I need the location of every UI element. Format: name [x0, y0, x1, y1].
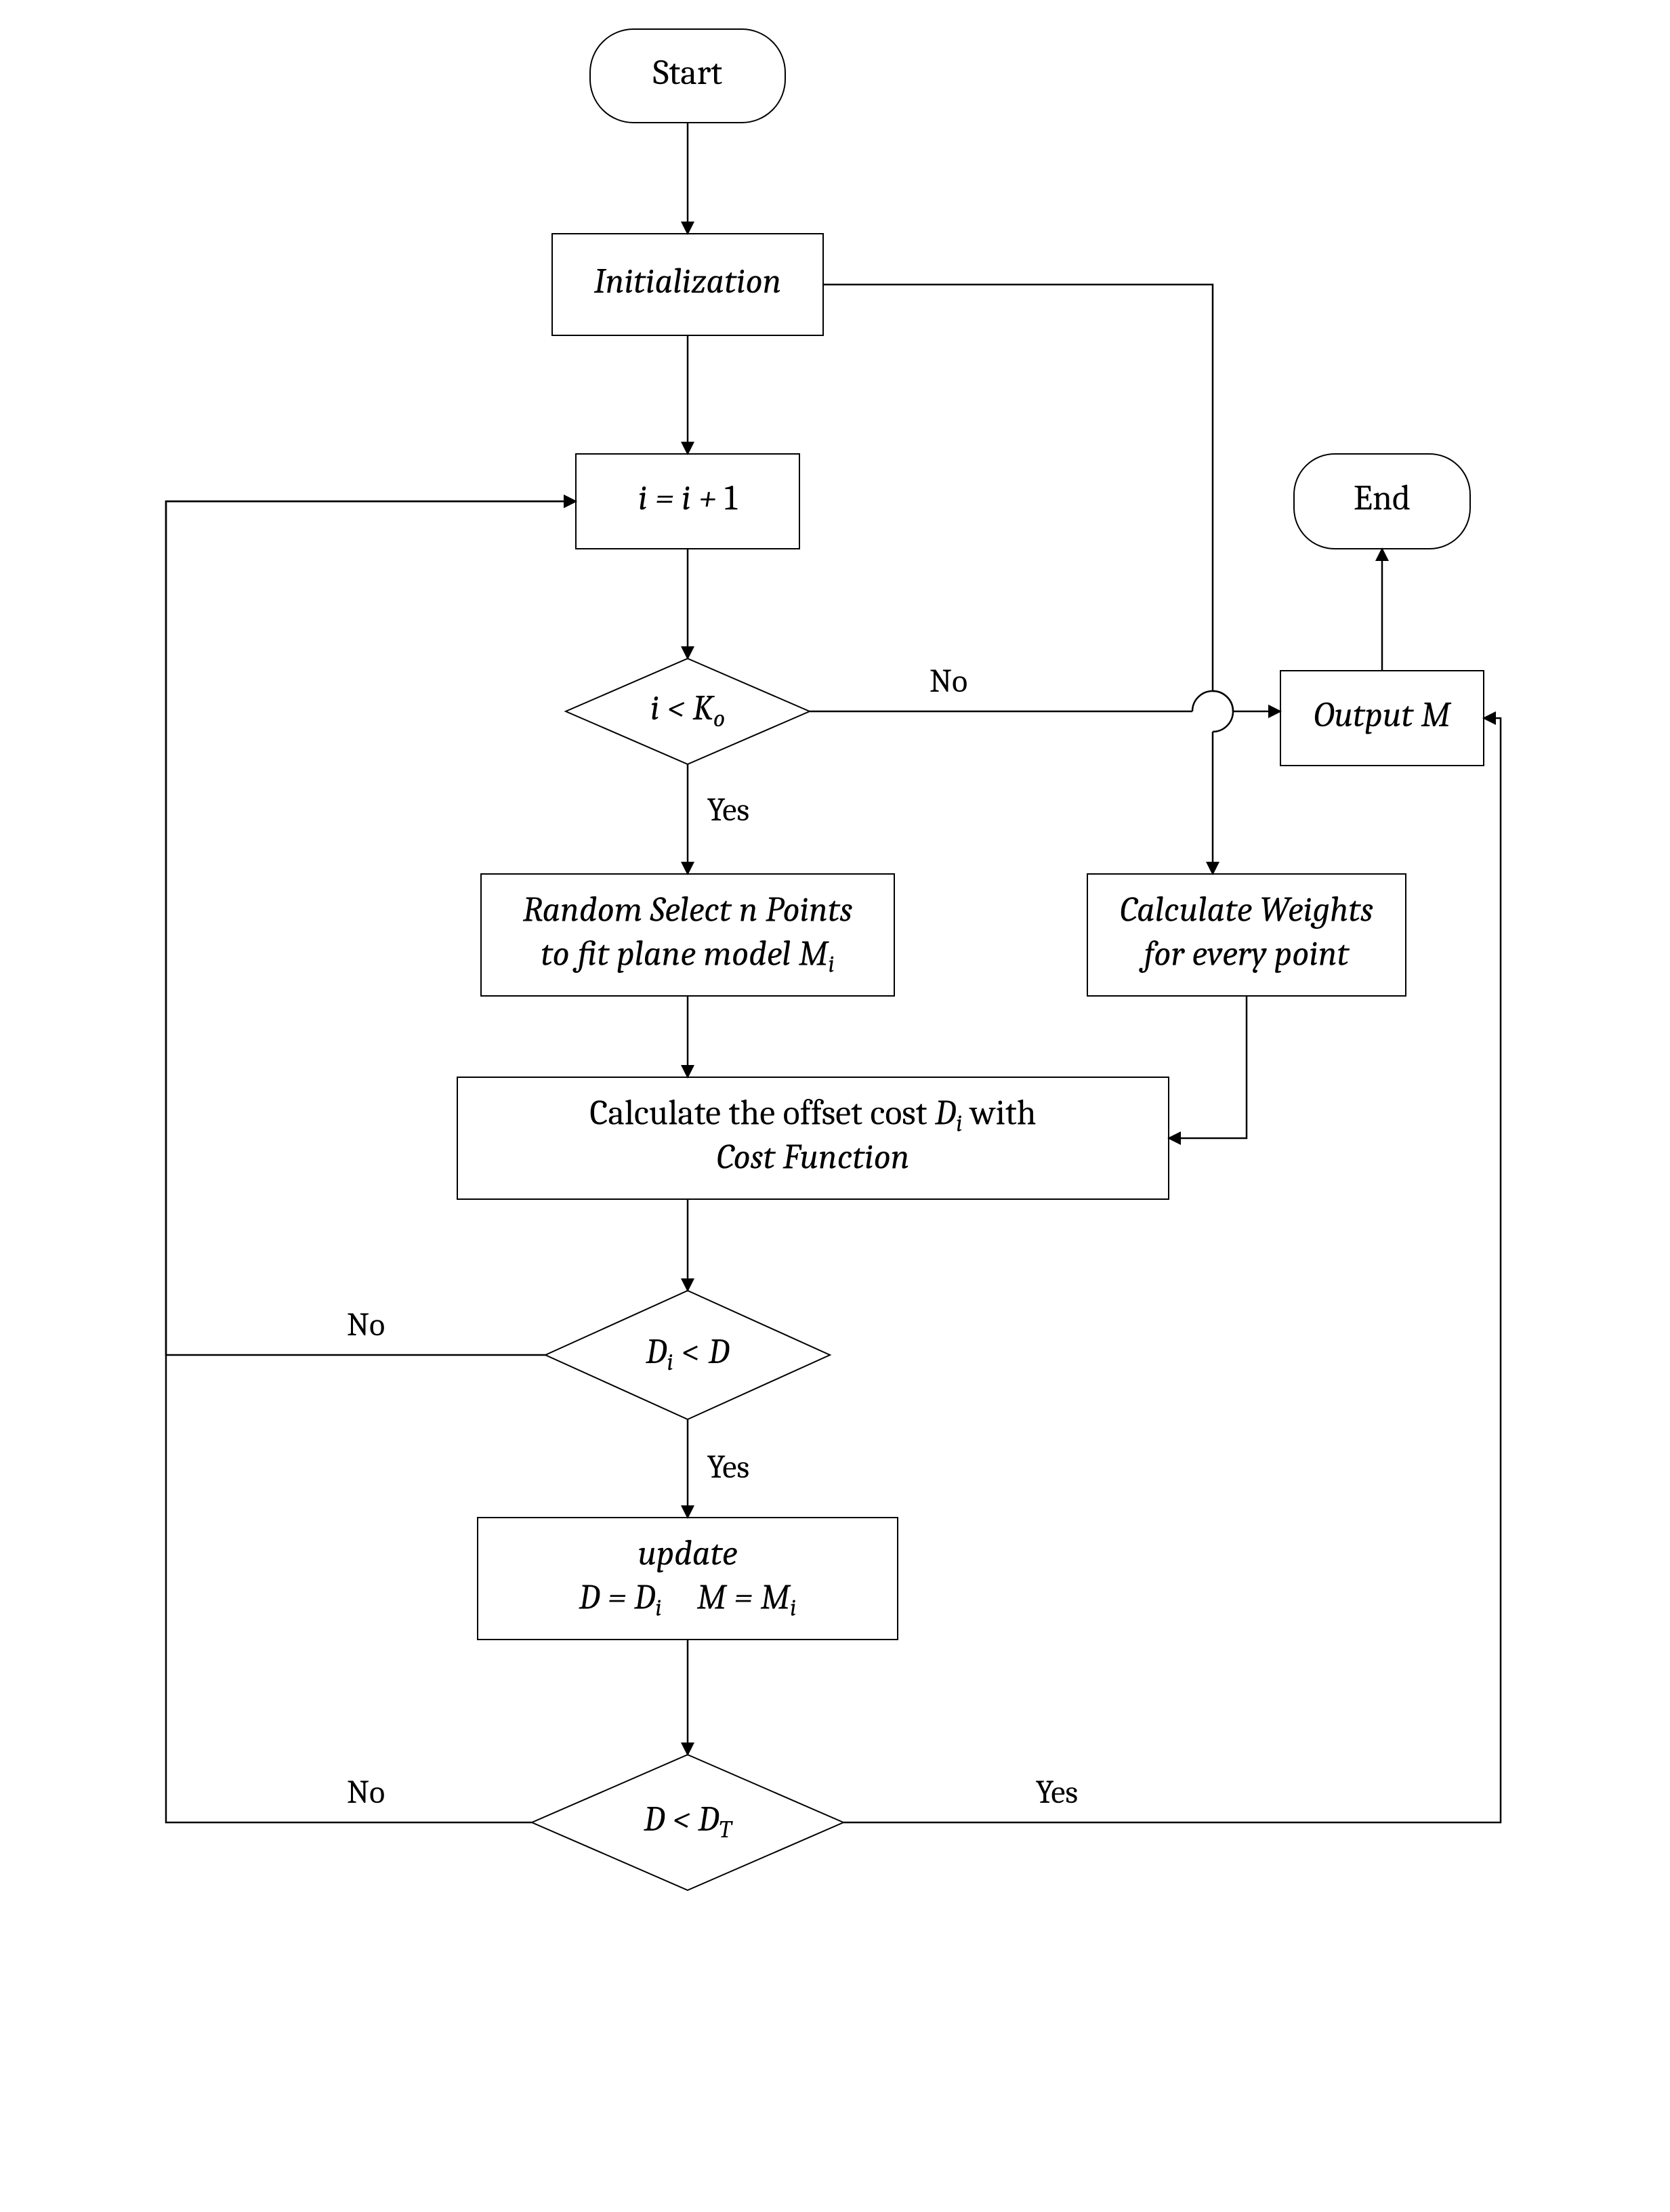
- edge-init-to-weights: [823, 285, 1233, 874]
- node-end-label: End: [1354, 478, 1411, 518]
- node-update: updateD = Di M = Mi: [478, 1518, 898, 1640]
- node-select: Random Select n Pointsto fit plane model…: [481, 874, 894, 996]
- node-init-label: Initialization: [594, 261, 782, 301]
- edge-cond_i-to-select: Yes: [688, 764, 749, 874]
- node-weights: Calculate Weightsfor every point: [1087, 874, 1406, 996]
- edge-cond_i-to-output: No: [810, 663, 1280, 711]
- node-output: Output M: [1280, 671, 1484, 766]
- node-update-label-line-1: D = Di M = Mi: [579, 1577, 797, 1622]
- node-cost-label-line-1: Cost Function: [717, 1137, 910, 1177]
- node-output-label: Output M: [1314, 694, 1451, 735]
- node-update-label-line-0: update: [638, 1533, 737, 1574]
- edge-cond_dt-to-inc-label: No: [347, 1774, 385, 1811]
- edge-cond_dt-to-output-label: Yes: [1036, 1774, 1079, 1811]
- node-cost: Calculate the offset cost Di withCost Fu…: [457, 1077, 1169, 1199]
- node-end: End: [1294, 454, 1470, 549]
- edge-weights-to-cost: [1169, 996, 1247, 1138]
- node-inc-label: i = i + 1: [638, 478, 738, 518]
- edge-cond_i-to-output-label: No: [930, 663, 967, 700]
- edge-cond_d-to-update-label: Yes: [707, 1448, 750, 1486]
- node-cond_i: i < Ko: [566, 659, 810, 764]
- edge-cond_d-to-update: Yes: [688, 1419, 749, 1518]
- node-cond_dt: D < DT: [532, 1755, 843, 1890]
- node-weights-label-line-0: Calculate Weights: [1120, 890, 1373, 930]
- node-init: Initialization: [552, 234, 823, 335]
- node-cond_d: Di < D: [545, 1291, 830, 1419]
- node-cond_d-label: Di < D: [645, 1331, 729, 1376]
- node-start: Start: [590, 29, 785, 123]
- node-weights-label-line-1: for every point: [1139, 934, 1350, 974]
- node-cost-label-line-0: Calculate the offset cost Di with: [589, 1093, 1036, 1138]
- node-select-label-line-0: Random Select n Points: [523, 890, 853, 930]
- node-select-label-line-1: to fit plane model Mi: [541, 934, 835, 978]
- edge-cond_d-to-inc-label: No: [347, 1306, 385, 1343]
- edge-cond_i-to-select-label: Yes: [707, 791, 750, 829]
- node-start-label: Start: [653, 52, 722, 93]
- node-inc: i = i + 1: [576, 454, 799, 549]
